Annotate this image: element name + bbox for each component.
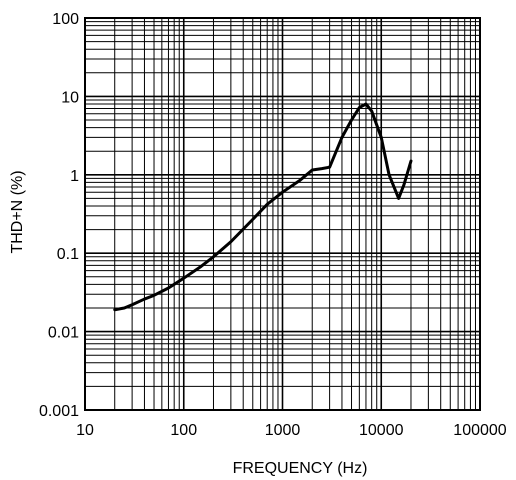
x-axis-label: FREQUENCY (Hz) [233, 460, 368, 477]
series-thd-line [113, 102, 413, 312]
y-tick-label: 0.01 [48, 325, 79, 342]
x-tick-labels: 10 100 1000 10000 100000 [76, 422, 507, 439]
x-tick-label: 100 [170, 422, 197, 439]
x-tick-label: 1000 [265, 422, 301, 439]
y-tick-label: 0.001 [39, 403, 79, 420]
y-tick-label: 10 [61, 89, 79, 106]
y-tick-label: 0.1 [57, 246, 79, 263]
y-tick-label: 100 [52, 11, 79, 28]
y-tick-labels: 0.001 0.01 0.1 1 10 100 [39, 11, 79, 420]
x-tick-label: 10000 [359, 422, 404, 439]
x-tick-label: 10 [76, 422, 94, 439]
y-tick-label: 1 [70, 168, 79, 185]
y-axis-label: THD+N (%) [9, 170, 26, 253]
plot-frame [84, 17, 481, 411]
x-tick-label: 100000 [453, 422, 506, 439]
grid [85, 18, 480, 410]
